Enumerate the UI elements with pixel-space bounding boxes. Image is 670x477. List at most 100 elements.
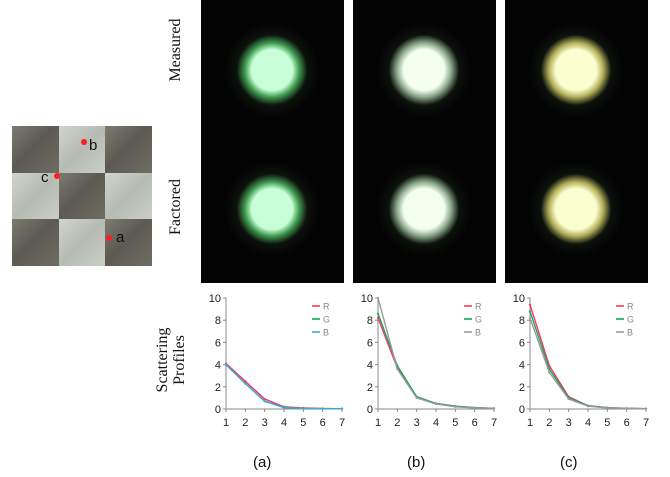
panel-b — [353, 0, 496, 283]
factored-glow-b — [376, 161, 472, 257]
factored-glow-c — [528, 161, 624, 257]
chart-1-point-R — [376, 316, 380, 320]
chart-2-x-tick-label: 3 — [566, 417, 572, 429]
chart-1-x-tick-label: 4 — [433, 417, 439, 429]
measured-glow-a — [224, 22, 320, 118]
chart-0-legend-label-R: R — [323, 302, 330, 312]
chart-1-point-B — [376, 296, 380, 300]
chart-1-point-B — [473, 406, 476, 409]
chart-2-y-tick-label: 6 — [519, 337, 525, 349]
chart-2-point-B — [606, 406, 609, 409]
chart-1-legend-label-G: G — [475, 315, 482, 325]
chart-1-y-tick-label: 2 — [367, 382, 373, 394]
chart-0-series-R — [225, 362, 343, 410]
chart-2-legend-label-R: R — [627, 302, 634, 312]
chart-1-point-G — [376, 312, 380, 315]
chart-2-point-B — [567, 397, 570, 401]
chart-0-y-tick-label: 2 — [215, 382, 221, 394]
chart-0-point-B — [321, 407, 324, 410]
chart-1-legend-label-R: R — [475, 302, 482, 312]
sample-point-a-label: a — [116, 229, 125, 246]
chart-1-x-tick-label: 3 — [414, 417, 420, 429]
row-label-factored: Factored — [167, 179, 184, 235]
chart-1-y-tick-label: 10 — [361, 293, 373, 305]
chart-1-x-tick-label: 1 — [375, 417, 381, 429]
chart-2-y-tick-label: 8 — [519, 315, 525, 327]
chart-2-y-tick-label: 2 — [519, 382, 525, 394]
sample-point-b-marker — [81, 139, 87, 145]
chart-0-point-R — [263, 397, 266, 401]
chart-2-y-tick-label: 4 — [519, 360, 525, 372]
chart-2-x-tick-label: 4 — [585, 417, 591, 429]
chart-1-point-B — [454, 405, 457, 408]
chart-0-point-R — [244, 380, 247, 383]
chart-2-legend-label-B: B — [627, 328, 633, 338]
subfigure-label-a: (a) — [253, 454, 272, 471]
chart-0-point-B — [340, 407, 344, 410]
material-sample: b c a — [12, 126, 152, 266]
chart-1-x-tick-label: 6 — [472, 417, 478, 429]
chart-1-y-tick-label: 8 — [367, 315, 373, 327]
chart-0-x-tick-label: 7 — [339, 417, 345, 429]
chart-1-y-tick-label: 6 — [367, 337, 373, 349]
chart-2-point-B — [644, 407, 648, 410]
chart-2-x-tick-label: 6 — [624, 417, 630, 429]
chart-1-point-B — [415, 396, 418, 399]
chart-0-x-tick-label: 4 — [281, 417, 287, 429]
chart-0-y-tick-label: 4 — [215, 360, 221, 372]
chart-1-legend-label-B: B — [475, 328, 481, 338]
chart-0-legend-label-G: G — [323, 315, 330, 325]
chart-1-point-B — [492, 407, 496, 410]
chart-0-x-tick-label: 5 — [300, 417, 306, 429]
chart-2-x-tick-label: 5 — [604, 417, 610, 429]
sample-point-c-label: c — [41, 169, 49, 186]
chart-0-x-tick-label: 1 — [223, 417, 229, 429]
chart-0-series-G — [225, 364, 343, 410]
chart-2-y-tick-label: 0 — [519, 404, 525, 416]
subfigure-label-c: (c) — [560, 454, 578, 471]
checker-tile — [58, 219, 106, 266]
chart-2-point-B — [586, 405, 590, 408]
chart-0-y-tick-label: 8 — [215, 315, 221, 327]
chart-0-x-tick-label: 6 — [320, 417, 326, 429]
checker-tile — [12, 219, 59, 266]
subfigure-label-b: (b) — [407, 454, 426, 471]
chart-0-x-tick-label: 2 — [242, 417, 248, 429]
row-label-profiles-line2: Profiles — [170, 335, 188, 385]
chart-2-x-tick-label: 1 — [527, 417, 533, 429]
checker-tile — [12, 172, 59, 220]
row-label-scattering-profiles: Scattering Profiles — [154, 312, 195, 408]
factored-glow-a — [224, 161, 320, 257]
chart-0-point-B — [224, 363, 228, 366]
chart-0-point-B — [302, 407, 305, 410]
chart-2-y-tick-label: 10 — [513, 293, 525, 305]
chart-0-point-B — [282, 406, 286, 409]
checker-tile — [58, 172, 106, 220]
row-label-measured: Measured — [167, 18, 184, 82]
chart-1-y-tick-label: 0 — [367, 404, 373, 416]
checker-tile — [105, 219, 152, 266]
chart-0-series-B — [225, 364, 343, 410]
panel-a — [201, 0, 344, 283]
chart-1-x-tick-label: 2 — [394, 417, 400, 429]
chart-2-x-tick-label: 2 — [546, 417, 552, 429]
chart-0-point-B — [263, 400, 266, 403]
checker-tile — [12, 126, 59, 173]
chart-0-x-tick-label: 3 — [262, 417, 268, 429]
checker-tile — [58, 126, 106, 173]
chart-2-point-B — [548, 371, 551, 374]
chart-2-point-G — [528, 310, 532, 313]
chart-2-point-B — [528, 316, 532, 320]
sample-point-c-marker — [54, 173, 60, 179]
chart-0-y-tick-label: 0 — [215, 404, 221, 416]
chart-1-x-tick-label: 5 — [452, 417, 458, 429]
chart-0-point-B — [244, 382, 247, 385]
measured-glow-c — [528, 22, 624, 118]
chart-1-y-tick-label: 4 — [367, 360, 373, 372]
sample-point-b-label: b — [89, 137, 98, 154]
chart-1-point-B — [434, 402, 438, 406]
panel-c — [505, 0, 648, 283]
sample-point-a-marker — [106, 235, 112, 241]
chart-1-point-B — [396, 367, 399, 371]
